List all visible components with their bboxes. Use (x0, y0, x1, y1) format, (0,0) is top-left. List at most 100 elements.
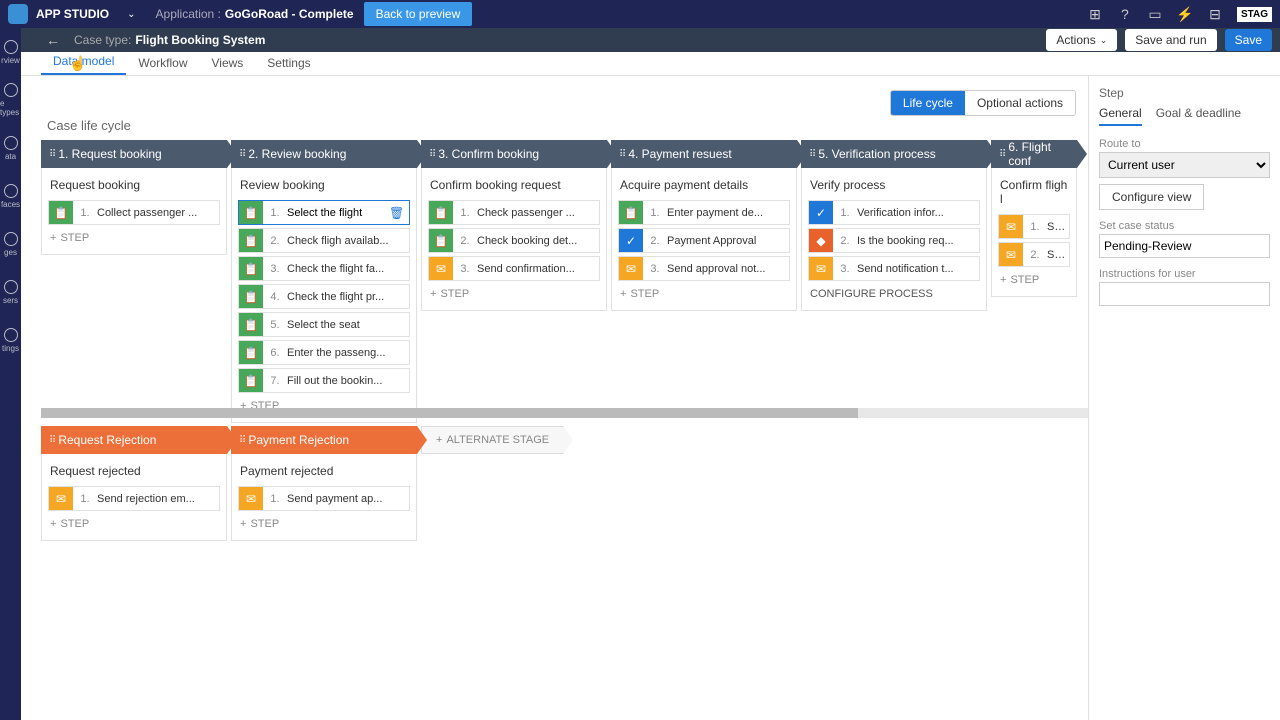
step-row[interactable]: ✉1.Send payment ap... (238, 486, 410, 511)
grid-icon[interactable]: ⊟ (1207, 6, 1223, 22)
step-name: Check the flight fa... (287, 263, 409, 275)
nav-item[interactable]: ata (0, 124, 21, 172)
process-name[interactable]: Confirm fligh l (998, 174, 1070, 210)
horizontal-scrollbar[interactable] (41, 408, 1088, 418)
apps-icon[interactable]: ⊞ (1087, 6, 1103, 22)
stage-header[interactable]: ⠿3. Confirm booking (421, 140, 607, 168)
stage-header[interactable]: ⠿Request Rejection (41, 426, 227, 454)
save-and-run-button[interactable]: Save and run (1125, 29, 1216, 51)
add-step-button[interactable]: +STEP (428, 284, 600, 304)
step-row[interactable]: 📋1.Check passenger ... (428, 200, 600, 225)
step-row[interactable]: 📋5.Select the seat (238, 312, 410, 337)
stage-header[interactable]: ⠿5. Verification process (801, 140, 987, 168)
life-cycle-tab[interactable]: Life cycle (891, 91, 965, 115)
step-row[interactable]: ◆2.Is the booking req... (808, 228, 980, 253)
general-tab[interactable]: General (1099, 106, 1142, 126)
flash-icon[interactable]: ⚡ (1177, 6, 1193, 22)
back-button[interactable]: ← (46, 32, 60, 48)
stage-header[interactable]: ⠿4. Payment resuest (611, 140, 797, 168)
step-type-icon: ✉ (619, 257, 643, 280)
step-row[interactable]: 📋7.Fill out the bookin... (238, 368, 410, 393)
cursor-icon: ☝ (69, 55, 86, 72)
stage-header[interactable]: ⠿6. Flight conf (991, 140, 1077, 168)
step-number: 3. (833, 263, 857, 275)
nav-item[interactable]: e types (0, 76, 21, 124)
case-status-label: Set case status (1099, 220, 1270, 232)
step-name: Select the seat (287, 319, 409, 331)
optional-actions-tab[interactable]: Optional actions (965, 91, 1075, 115)
add-step-button[interactable]: +STEP (998, 270, 1070, 290)
stage-header[interactable]: ⠿Payment Rejection (231, 426, 417, 454)
step-row[interactable]: 📋6.Enter the passeng... (238, 340, 410, 365)
case-status-input[interactable] (1099, 234, 1270, 258)
process-name[interactable]: Request rejected (48, 460, 220, 482)
step-row[interactable]: 📋1.Collect passenger ... (48, 200, 220, 225)
step-number: 1. (73, 207, 97, 219)
step-name: Collect passenger ... (97, 207, 219, 219)
add-step-button[interactable]: +STEP (48, 228, 220, 248)
step-type-icon: 📋 (619, 201, 643, 224)
step-number: 5. (263, 319, 287, 331)
process-name[interactable]: Confirm booking request (428, 174, 600, 196)
stage-header[interactable]: ⠿1. Request booking (41, 140, 227, 168)
step-row[interactable]: ✉3.Send confirmation... (428, 256, 600, 281)
step-name: Send approval not... (667, 263, 789, 275)
step-row[interactable]: 📋1.Enter payment de... (618, 200, 790, 225)
step-row[interactable]: 📋1.🗑 (238, 200, 410, 225)
delete-step-icon[interactable]: 🗑 (389, 206, 409, 220)
add-step-button[interactable]: +STEP (238, 514, 410, 534)
monitor-icon[interactable]: ▭ (1147, 6, 1163, 22)
step-row[interactable]: ✉1.Send rejection em... (48, 486, 220, 511)
step-row[interactable]: 📋4.Check the flight pr... (238, 284, 410, 309)
step-row[interactable]: 📋2.Check fligh availab... (238, 228, 410, 253)
step-row[interactable]: ✉2.Send (998, 242, 1070, 267)
step-number: 7. (263, 375, 287, 387)
step-number: 2. (643, 235, 667, 247)
step-type-icon: 📋 (239, 369, 263, 392)
nav-item[interactable]: faces (0, 172, 21, 220)
step-row[interactable]: 📋2.Check booking det... (428, 228, 600, 253)
process-name[interactable]: Request booking (48, 174, 220, 196)
step-type-icon: ✉ (999, 243, 1023, 266)
step-type-icon: ✉ (429, 257, 453, 280)
step-row[interactable]: ✉3.Send notification t... (808, 256, 980, 281)
add-step-button[interactable]: +STEP (48, 514, 220, 534)
tab-workflow[interactable]: Workflow (126, 51, 199, 75)
nav-item[interactable]: rview (0, 28, 21, 76)
process-name[interactable]: Review booking (238, 174, 410, 196)
step-number: 4. (263, 291, 287, 303)
step-name: Send confirmation... (477, 263, 599, 275)
instructions-input[interactable] (1099, 282, 1270, 306)
nav-item[interactable]: sers (0, 268, 21, 316)
stage-header[interactable]: ⠿2. Review booking (231, 140, 417, 168)
nav-item[interactable]: ges (0, 220, 21, 268)
step-row[interactable]: 📋3.Check the flight fa... (238, 256, 410, 281)
tab-views[interactable]: Views (200, 51, 256, 75)
step-name-input[interactable] (287, 207, 385, 219)
step-row[interactable]: ✓1.Verification infor... (808, 200, 980, 225)
add-alternate-stage-button[interactable]: +ALTERNATE STAGE (421, 426, 564, 454)
studio-dropdown[interactable]: ⌄ (127, 9, 135, 20)
step-name: Verification infor... (857, 207, 979, 219)
step-name: Send payment ap... (287, 493, 409, 505)
process-name[interactable]: Payment rejected (238, 460, 410, 482)
back-to-preview-button[interactable]: Back to preview (364, 2, 473, 26)
step-type-icon: 📋 (49, 201, 73, 224)
save-button[interactable]: Save (1225, 29, 1272, 51)
help-icon[interactable]: ? (1117, 6, 1133, 22)
route-to-select[interactable]: Current user (1099, 152, 1270, 178)
configure-view-button[interactable]: Configure view (1099, 184, 1204, 210)
goal-deadline-tab[interactable]: Goal & deadline (1156, 106, 1241, 126)
add-step-button[interactable]: +STEP (618, 284, 790, 304)
step-row[interactable]: ✉3.Send approval not... (618, 256, 790, 281)
actions-button[interactable]: Actions⌄ (1046, 29, 1117, 51)
process-name[interactable]: Acquire payment details (618, 174, 790, 196)
process-name[interactable]: Verify process (808, 174, 980, 196)
step-number: 3. (263, 263, 287, 275)
step-name: Fill out the bookin... (287, 375, 409, 387)
tab-settings[interactable]: Settings (255, 51, 322, 75)
step-row[interactable]: ✉1.Send (998, 214, 1070, 239)
nav-item[interactable]: tings (0, 316, 21, 364)
configure-process-button[interactable]: CONFIGURE PROCESS (808, 284, 980, 304)
step-row[interactable]: ✓2.Payment Approval (618, 228, 790, 253)
